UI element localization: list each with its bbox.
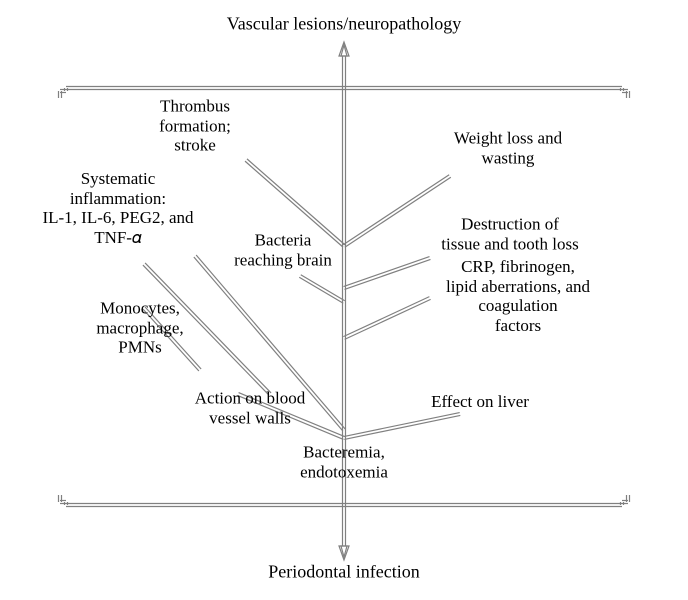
- label-weight-loss: Weight loss and wasting: [454, 128, 562, 167]
- label-bacteria-brain: Bacteria reaching brain: [234, 230, 332, 269]
- label-systemic-inflammation: Systematic inflammation: IL-1, IL-6, PEG…: [42, 169, 193, 247]
- label-crp: CRP, fibrinogen, lipid aberrations, and …: [446, 257, 590, 335]
- diagram-root: { "type": "flowchart", "canvas": { "widt…: [0, 0, 688, 600]
- label-bacteremia: Bacteremia, endotoxemia: [300, 442, 388, 481]
- title-top: Vascular lesions/neuropathology: [227, 14, 461, 35]
- label-monocytes: Monocytes, macrophage, PMNs: [96, 299, 183, 358]
- label-effect-liver: Effect on liver: [431, 392, 529, 412]
- label-action-vessel: Action on blood vessel walls: [195, 388, 306, 427]
- label-destruction: Destruction of tissue and tooth loss: [441, 214, 578, 253]
- title-bottom: Periodontal infection: [268, 562, 419, 583]
- label-thrombus: Thrombus formation; stroke: [159, 97, 231, 156]
